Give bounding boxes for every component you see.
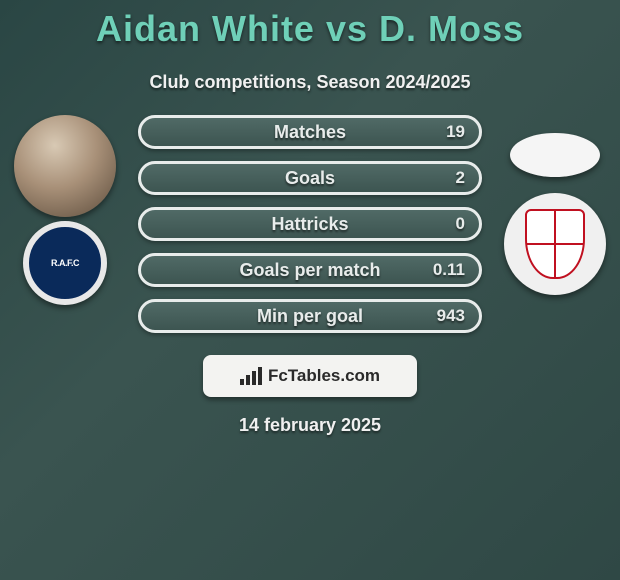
club-crest-left: R.A.F.C (23, 221, 107, 305)
player-photo-left (14, 115, 116, 217)
page-title: Aidan White vs D. Moss (0, 0, 620, 50)
stat-label: Matches (141, 122, 479, 143)
stat-value-right: 943 (437, 306, 465, 326)
right-player-column (496, 115, 614, 295)
source-badge-text: FcTables.com (268, 366, 380, 386)
comparison-stage: R.A.F.C Matches 19 Goals 2 Hattricks 0 G… (0, 115, 620, 333)
stat-value-right: 19 (446, 122, 465, 142)
stat-bar-hattricks: Hattricks 0 (138, 207, 482, 241)
chart-bars-icon (240, 367, 262, 385)
player-photo-right (510, 133, 600, 177)
stat-value-right: 0.11 (433, 260, 465, 280)
stat-label: Goals (141, 168, 479, 189)
stat-bar-matches: Matches 19 (138, 115, 482, 149)
stat-label: Min per goal (141, 306, 479, 327)
club-crest-right (504, 193, 606, 295)
stat-label: Hattricks (141, 214, 479, 235)
stat-value-right: 2 (456, 168, 465, 188)
source-badge: FcTables.com (203, 355, 417, 397)
stat-bar-min-per-goal: Min per goal 943 (138, 299, 482, 333)
stat-bars: Matches 19 Goals 2 Hattricks 0 Goals per… (138, 115, 482, 333)
page-date: 14 february 2025 (0, 415, 620, 436)
page-subtitle: Club competitions, Season 2024/2025 (0, 72, 620, 93)
club-crest-left-label: R.A.F.C (51, 258, 79, 268)
left-player-column: R.A.F.C (6, 115, 124, 305)
stat-value-right: 0 (456, 214, 465, 234)
stat-bar-goals-per-match: Goals per match 0.11 (138, 253, 482, 287)
stat-bar-goals: Goals 2 (138, 161, 482, 195)
club-crest-right-shield (525, 209, 585, 279)
stat-label: Goals per match (141, 260, 479, 281)
